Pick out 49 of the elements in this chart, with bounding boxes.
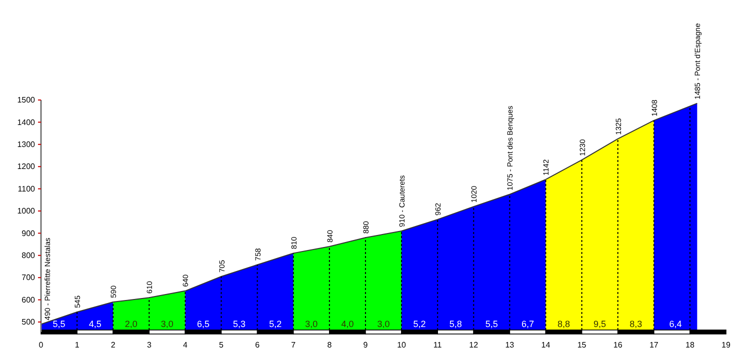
x-tick-label: 12 <box>469 340 479 350</box>
annotation: 5,5 <box>485 319 498 329</box>
y-tick-label: 600 <box>22 295 36 304</box>
y-tick-label: 1300 <box>17 140 36 149</box>
x-tick-label: 14 <box>541 340 551 350</box>
y-tick-label: 1500 <box>17 96 36 105</box>
annotation: 5,2 <box>269 319 282 329</box>
y-tick-label: 1000 <box>17 206 36 216</box>
annotation: 5,3 <box>233 319 246 329</box>
annotation: 3,0 <box>377 319 390 329</box>
annotation: 8,3 <box>630 319 642 329</box>
y-tick-label: 1400 <box>17 118 36 127</box>
x-tick-label: 3 <box>146 340 152 350</box>
y-tick-label: 700 <box>22 273 36 282</box>
annotation: 6,4 <box>669 319 682 329</box>
x-tick-label: 0 <box>38 340 44 350</box>
y-tick-label: 1100 <box>18 184 36 194</box>
x-tick-label: 1 <box>74 340 80 350</box>
annotation: 9,5 <box>594 319 606 329</box>
annotation: 8,8 <box>558 319 570 329</box>
x-tick-label: 4 <box>182 340 188 350</box>
x-tick-label: 18 <box>685 340 695 350</box>
annotation: 4,0 <box>341 319 354 329</box>
x-tick-label: 13 <box>505 340 515 350</box>
x-tick-label: 11 <box>433 340 442 350</box>
y-tick-label: 500 <box>22 318 36 327</box>
annotation: 3,0 <box>305 319 318 329</box>
x-tick-label: 8 <box>327 340 332 350</box>
x-tick-label: 7 <box>291 340 296 350</box>
annotation: 3,0 <box>160 319 174 329</box>
x-tick-label: 9 <box>363 340 368 350</box>
x-tick-label: 6 <box>255 340 260 350</box>
annotation: 5,2 <box>413 319 426 329</box>
x-tick-label: 5 <box>219 340 224 350</box>
annotation: 5,8 <box>449 319 462 329</box>
x-tick-label: 15 <box>577 340 587 350</box>
annotation: 5,5 <box>52 319 66 329</box>
annotation: 2,0 <box>124 319 138 329</box>
x-tick-label: 2 <box>110 340 116 350</box>
annotation: 4,5 <box>88 319 102 329</box>
annotation: 6,5 <box>196 319 210 329</box>
annotation: 6,7 <box>521 319 534 329</box>
x-tick-label: 16 <box>613 340 623 350</box>
y-tick-label: 900 <box>22 228 36 238</box>
y-tick-label: 1200 <box>17 162 36 172</box>
x-tick-label: 10 <box>397 340 407 350</box>
x-tick-label: 19 <box>722 340 731 350</box>
y-tick-label: 800 <box>22 250 36 260</box>
x-tick-label: 17 <box>649 340 659 350</box>
